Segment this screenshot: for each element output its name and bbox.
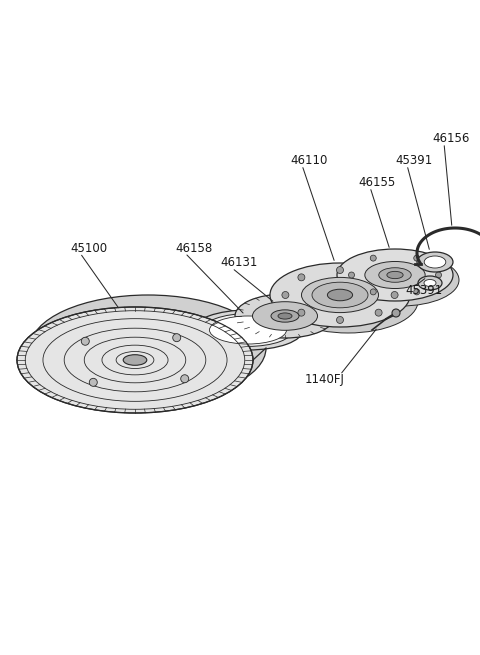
Ellipse shape <box>424 280 436 286</box>
Ellipse shape <box>418 276 442 290</box>
Circle shape <box>348 272 355 278</box>
Circle shape <box>392 309 400 317</box>
Text: 45100: 45100 <box>70 242 107 255</box>
Circle shape <box>391 291 398 299</box>
Ellipse shape <box>343 254 459 306</box>
Text: 45391: 45391 <box>395 153 432 166</box>
Ellipse shape <box>270 263 410 327</box>
Text: 46110: 46110 <box>290 153 327 166</box>
Ellipse shape <box>327 290 353 301</box>
Circle shape <box>282 291 289 299</box>
Ellipse shape <box>278 269 418 333</box>
Circle shape <box>298 309 305 316</box>
Circle shape <box>370 255 376 261</box>
Circle shape <box>180 375 189 383</box>
Circle shape <box>89 379 97 386</box>
Ellipse shape <box>365 261 425 288</box>
Ellipse shape <box>252 302 317 330</box>
Circle shape <box>336 267 344 274</box>
Text: 1140FJ: 1140FJ <box>305 373 345 386</box>
Text: 46156: 46156 <box>432 132 469 145</box>
Text: 46131: 46131 <box>220 257 257 269</box>
Text: 46158: 46158 <box>175 242 212 255</box>
Ellipse shape <box>379 268 411 282</box>
Ellipse shape <box>301 278 379 312</box>
Ellipse shape <box>193 310 303 350</box>
Ellipse shape <box>30 295 266 401</box>
Ellipse shape <box>337 249 453 301</box>
Circle shape <box>414 289 420 295</box>
Ellipse shape <box>17 307 253 413</box>
Ellipse shape <box>209 316 287 344</box>
Circle shape <box>375 309 382 316</box>
Ellipse shape <box>312 282 368 308</box>
Ellipse shape <box>387 271 403 278</box>
Ellipse shape <box>417 252 453 272</box>
Ellipse shape <box>271 310 299 322</box>
Ellipse shape <box>278 313 292 319</box>
Text: 46155: 46155 <box>358 176 395 189</box>
Circle shape <box>336 316 344 324</box>
Circle shape <box>414 255 420 261</box>
Ellipse shape <box>123 355 147 365</box>
Circle shape <box>298 274 305 281</box>
Circle shape <box>173 333 180 342</box>
Ellipse shape <box>424 256 446 268</box>
Circle shape <box>435 272 442 278</box>
Circle shape <box>375 274 382 281</box>
Text: 45391: 45391 <box>405 284 442 297</box>
Circle shape <box>370 289 376 295</box>
Circle shape <box>81 337 89 345</box>
Ellipse shape <box>235 294 335 338</box>
Ellipse shape <box>203 314 293 346</box>
